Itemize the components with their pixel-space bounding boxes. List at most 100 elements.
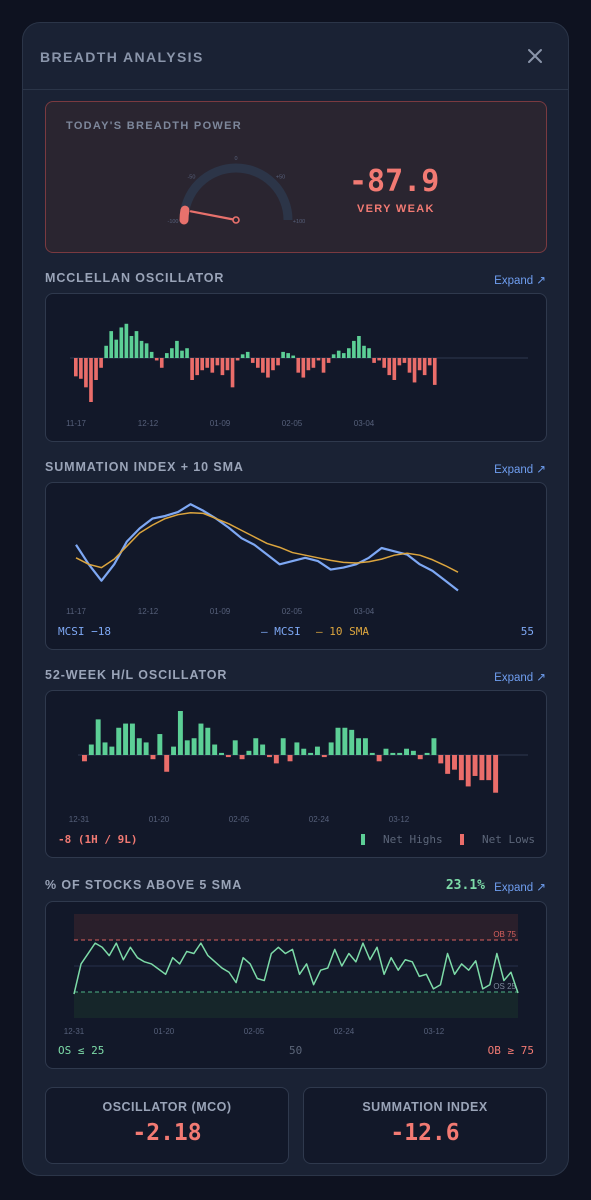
positive-bar [129, 723, 135, 755]
negative-bar [261, 358, 265, 373]
pct5-expand-link[interactable]: Expand ↗ [494, 882, 546, 894]
negative-bar [479, 755, 485, 781]
breadth-analysis-panel: BREADTH ANALYSIS TODAY'S BREADTH POWER -… [22, 22, 569, 1176]
summation-expand-link[interactable]: Expand ↗ [494, 464, 546, 476]
pct5-os-label: OS ≤ 25 [58, 1044, 105, 1057]
summation-title: SUMMATION INDEX + 10 SMA [45, 460, 244, 474]
close-icon [528, 49, 542, 63]
positive-bar [119, 327, 124, 358]
negative-bar [377, 358, 381, 361]
pct5-plot: OB 75 OS 25 12-31 01-20 02-05 02-24 03-12 [64, 914, 519, 1036]
x-tick-label: 02-05 [282, 607, 303, 616]
negative-bar [397, 358, 402, 366]
x-tick-label: 01-09 [210, 419, 231, 428]
breadth-power-value: -87.9 [349, 164, 440, 199]
close-button[interactable] [526, 47, 544, 65]
positive-bar [410, 750, 416, 755]
mco-expand-link[interactable]: Expand ↗ [494, 275, 546, 287]
mco-stat-label: OSCILLATOR (MCO) [102, 1100, 232, 1114]
pct5-ob-label: OB ≥ 75 [487, 1044, 534, 1057]
ob-line-label: OB 75 [493, 930, 516, 939]
gauge-tick-label: +100 [293, 219, 305, 225]
positive-bar [114, 339, 119, 358]
mco-plot: 11-17 12-12 01-09 02-05 03-04 [66, 323, 528, 428]
positive-bar [232, 740, 238, 755]
negative-bar [326, 358, 331, 363]
pct5-chart: OB 75 OS 25 12-31 01-20 02-05 02-24 03-12 OS ≤… [45, 901, 547, 1069]
legend-net-highs: Net Highs [383, 833, 443, 846]
positive-bar [170, 348, 174, 358]
x-tick-label: 11-17 [66, 419, 86, 428]
negative-bar [407, 358, 412, 373]
sma-line [75, 511, 459, 573]
negative-bar [402, 358, 407, 363]
positive-bar [134, 331, 139, 358]
gauge-tick-label: +50 [276, 174, 285, 180]
x-tick-label: 02-24 [309, 815, 330, 824]
positive-bar [291, 355, 296, 358]
positive-bar [362, 738, 368, 755]
negative-bar [150, 755, 156, 760]
positive-bar [352, 340, 356, 358]
negative-bar [427, 358, 432, 366]
pct5-mid-label: 50 [289, 1044, 303, 1057]
gauge-tick-label: 0 [234, 156, 237, 162]
summation-current-label: MCSI −18 [58, 625, 111, 638]
negative-bar [452, 755, 457, 770]
gauge-needle-hub [232, 216, 240, 224]
breadth-power-label: TODAY'S BREADTH POWER [66, 120, 242, 132]
summation-stat-value: -12.6 [390, 1120, 460, 1146]
breadth-power-gauge: -100 -50 0 +50 +100 [167, 156, 305, 225]
negative-bar [235, 358, 240, 361]
positive-bar [390, 752, 396, 755]
negative-bar [82, 755, 87, 762]
negative-bar [190, 358, 194, 380]
negative-bar [296, 358, 301, 373]
x-tick-label: 12-31 [64, 1027, 85, 1036]
positive-bar [116, 727, 122, 755]
summation-stat-card: SUMMATION INDEX -12.6 [303, 1087, 547, 1164]
x-tick-label: 01-09 [210, 607, 231, 616]
x-tick-label: 03-12 [424, 1027, 445, 1036]
x-tick-label: 12-12 [138, 419, 159, 428]
positive-bar [328, 742, 334, 755]
negative-bar [267, 755, 272, 758]
positive-bar [144, 343, 149, 358]
positive-bar [301, 748, 307, 755]
positive-bar [109, 331, 114, 358]
pct5-title: % OF STOCKS ABOVE 5 SMA [45, 878, 243, 892]
positive-bar [185, 348, 189, 358]
negative-bar [220, 358, 225, 376]
positive-bar [205, 727, 211, 755]
positive-bar [280, 738, 286, 755]
legend-mcsi: — MCSI [261, 625, 301, 638]
legend-10-sma: — 10 SMA [316, 625, 369, 638]
positive-bar [95, 719, 101, 755]
positive-bar [335, 727, 341, 755]
hl-chart: 12-31 01-20 02-05 02-24 03-12 -8 (1H / 9L) N… [45, 690, 547, 858]
positive-bar [341, 353, 346, 358]
x-tick-label: 12-12 [138, 607, 159, 616]
positive-bar [369, 752, 375, 755]
negative-bar [438, 755, 444, 764]
negative-bar [273, 755, 279, 764]
negative-bar [465, 755, 471, 787]
positive-bar [362, 345, 366, 358]
hl-expand-link[interactable]: Expand ↗ [494, 672, 546, 684]
x-tick-label: 02-24 [334, 1027, 355, 1036]
breadth-power-status: VERY WEAK [357, 203, 435, 215]
positive-bar [136, 738, 142, 755]
positive-bar [123, 723, 129, 755]
negative-bar [432, 358, 437, 385]
negative-bar [306, 358, 311, 371]
positive-bar [347, 348, 351, 358]
negative-bar [200, 358, 205, 371]
negative-bar [417, 755, 423, 760]
positive-bar [246, 750, 252, 755]
positive-bar [314, 746, 320, 755]
positive-bar [294, 742, 300, 755]
positive-bar [397, 752, 403, 755]
mcsi-line [75, 503, 459, 592]
negative-bar [239, 755, 245, 760]
negative-bar [372, 358, 376, 363]
